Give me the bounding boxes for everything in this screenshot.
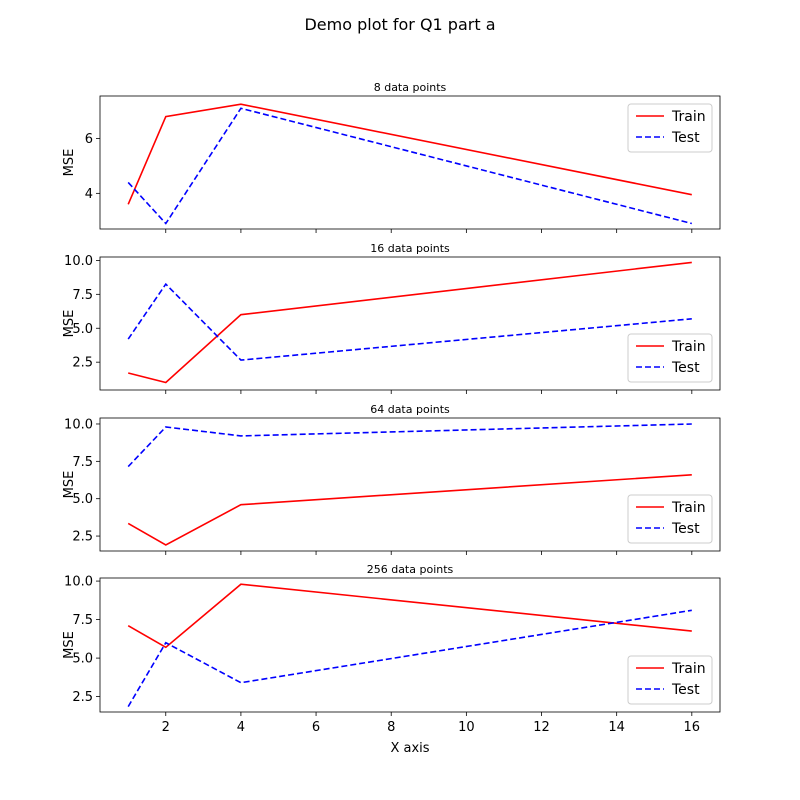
axes-frame [99,95,721,230]
axes-frame [99,256,721,391]
y-tick-label: 10.0 [64,417,93,432]
panel-2: 16 data points MSE 2.5 5.0 7.5 10.0 Train Test [62,242,721,394]
legend-label: Test [671,521,700,537]
legend-label: Test [671,360,700,376]
y-tick-label: 7.5 [72,455,93,470]
legend-label: Train [671,661,706,677]
x-axis-label: X axis [390,741,429,756]
y-tick-label: 7.5 [72,288,93,303]
y-axis-label: MSE [62,631,77,659]
legend-label: Test [671,682,700,698]
x-tick-label: 2 [162,720,170,735]
y-tick-label: 2.5 [72,530,93,545]
y-axis-label: MSE [62,149,77,177]
panel-4: 256 data points MSE 2.5 5.0 7.5 10.0 2 4 6 8 10 12 1… [62,563,721,735]
panel-title: 8 data points [374,81,447,94]
x-tick-label: 12 [533,720,550,735]
series-line-test [127,423,692,468]
legend: Train Test [627,655,713,705]
y-tick-label: 10.0 [64,575,93,590]
panel-title: 64 data points [370,403,450,416]
y-tick-label: 2.5 [72,690,93,705]
y-tick-label: 4 [85,187,93,202]
x-tick-label: 6 [312,720,320,735]
legend-label: Train [671,339,706,355]
y-tick-label: 2.5 [72,356,93,371]
figure-title: Demo plot for Q1 part a [304,15,495,34]
y-axis-label: MSE [62,471,77,499]
y-tick-label: 5.0 [72,492,93,507]
x-tick-label: 10 [458,720,475,735]
legend-label: Train [671,109,706,125]
series-line-train [128,261,692,384]
x-tick-label: 16 [684,720,701,735]
axes-frame [99,417,721,552]
y-tick-label: 6 [85,132,93,147]
y-axis-label: MSE [62,310,77,338]
y-tick-label: 5.0 [72,322,93,337]
legend-label: Test [671,130,700,146]
legend: Train Test [627,103,713,153]
x-tick-label: 14 [608,720,625,735]
legend: Train Test [627,333,713,383]
series-line-train [127,583,692,649]
panel-3: 64 data points MSE 2.5 5.0 7.5 10.0 Train Test [62,403,721,555]
y-tick-label: 10.0 [64,254,93,269]
series-line-train [127,103,692,205]
series-line-train [127,474,692,546]
series-line-test [127,107,692,225]
panel-title: 256 data points [367,563,454,576]
x-tick-label: 8 [387,720,395,735]
x-tick-label: 4 [237,720,245,735]
y-tick-label: 7.5 [72,613,93,628]
panel-1: 8 data points MSE 4 6 Train Test [62,81,721,233]
legend-label: Train [671,500,706,516]
series-line-test [127,282,692,361]
series-line-test [127,609,692,708]
panel-title: 16 data points [370,242,450,255]
axes-frame [99,577,721,713]
legend: Train Test [627,494,713,544]
y-tick-label: 5.0 [72,652,93,667]
